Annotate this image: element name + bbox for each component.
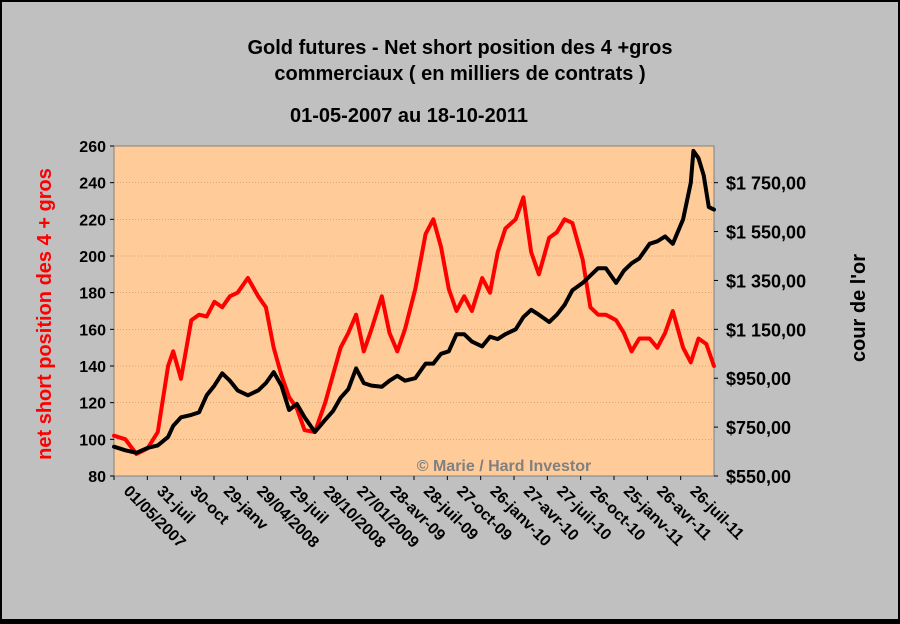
right-tick-label: $1 350,00: [726, 271, 806, 291]
left-tick-label: 160: [79, 322, 106, 339]
right-axis-label: cour de l'or: [848, 254, 870, 362]
right-tick-label: $950,00: [726, 369, 791, 389]
right-tick-label: $550,00: [726, 467, 791, 487]
left-tick-label: 140: [79, 359, 106, 376]
plot-area: [113, 145, 715, 477]
left-tick-label: 260: [79, 139, 106, 156]
right-axis-ticks: $1 750,00 $1 550,00 $1 350,00 $1 150,00 $950…: [714, 174, 806, 487]
left-axis-label: net short position des 4 + gros: [34, 168, 56, 460]
net-short-series-line: [112, 195, 716, 456]
chart-title-line1: Gold futures - Net short position des 4 …: [247, 37, 672, 59]
right-tick-label: $750,00: [726, 418, 791, 438]
left-tick-label: 240: [79, 176, 106, 193]
left-tick-label: 220: [79, 212, 106, 229]
left-tick-label: 180: [79, 286, 106, 303]
left-tick-label: 100: [79, 432, 106, 449]
series-layer: [112, 148, 716, 456]
gold-price-series-line: [112, 148, 716, 455]
left-tick-label: 80: [88, 469, 106, 486]
right-tick-label: $1 750,00: [726, 174, 806, 194]
left-tick-label: 120: [79, 396, 106, 413]
x-axis-ticks: 01/05/200731-juil30-oct29-janv29/04/2008…: [113, 476, 747, 552]
chart-title-line2: commerciaux ( en milliers de contrats ): [274, 63, 645, 85]
left-tick-label: 200: [79, 249, 106, 266]
watermark: © Marie / Hard Investor: [417, 458, 592, 475]
right-tick-label: $1 150,00: [726, 320, 806, 340]
left-axis-ticks: 260 240 220 200 180 160 140 120 100 80: [79, 139, 114, 486]
chart-subtitle: 01-05-2007 au 18-10-2011: [290, 105, 528, 127]
right-tick-label: $1 550,00: [726, 223, 806, 243]
